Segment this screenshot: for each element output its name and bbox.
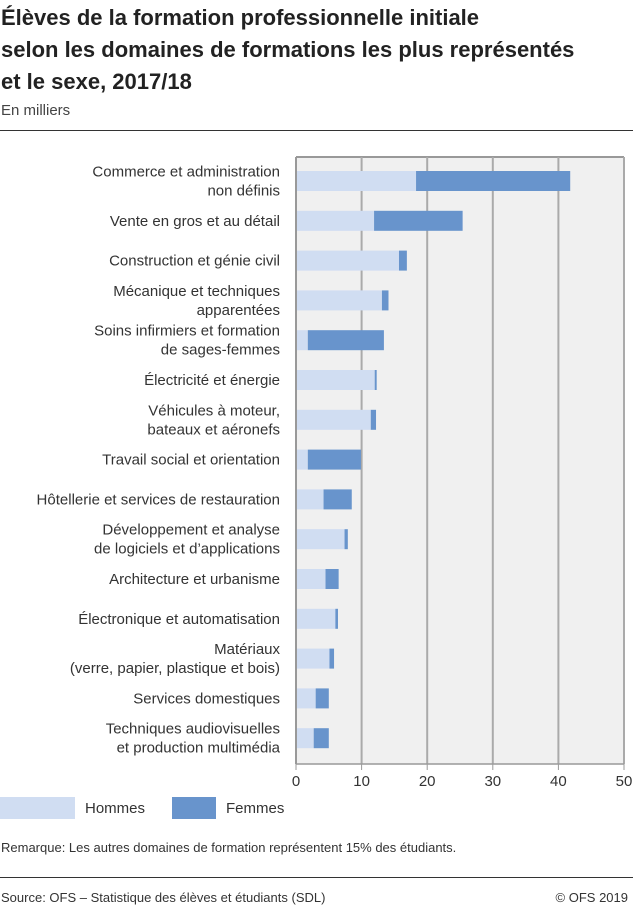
bar-hommes (296, 409, 371, 430)
top-divider (0, 130, 633, 131)
category-label: Hôtellerie et services de restauration (37, 491, 280, 508)
category-label: Techniques audiovisuelles (106, 721, 280, 738)
bar-hommes (296, 688, 316, 709)
legend-femmes: Femmes (172, 797, 284, 819)
legend-swatch-femmes (172, 797, 216, 819)
bar-femmes (370, 409, 377, 430)
copyright: © OFS 2019 (555, 890, 628, 905)
category-label: apparentées (197, 302, 280, 319)
bar-femmes (307, 330, 384, 351)
category-label: Matériaux (214, 641, 280, 658)
bar-femmes (374, 210, 463, 231)
bottom-divider (0, 877, 633, 878)
bar-femmes (323, 489, 352, 510)
bar-hommes (296, 529, 345, 550)
category-label: Travail social et orientation (102, 452, 280, 469)
bar-femmes (315, 688, 329, 709)
category-label: Architecture et urbanisme (109, 571, 280, 588)
bar-chart: 0 10 20 30 40 50 Commerce et administration non… (37, 156, 633, 790)
bar-hommes (296, 171, 417, 191)
category-label: Électricité et énergie (144, 372, 280, 389)
category-label: Vente en gros et au détail (110, 213, 280, 230)
category-label: non définis (207, 183, 280, 200)
bar-hommes (296, 290, 382, 311)
chart-subtitle: En milliers (1, 102, 71, 119)
category-label: de sages-femmes (161, 342, 280, 359)
bar-hommes (296, 250, 399, 271)
category-label: Véhicules à moteur, (148, 402, 280, 419)
bar-hommes (296, 449, 308, 470)
legend-label: Hommes (85, 799, 146, 817)
category-label: bateaux et aéronefs (147, 421, 280, 438)
bar-hommes (296, 489, 324, 510)
bar-hommes (296, 330, 308, 351)
bar-hommes (296, 210, 375, 231)
category-label: Mécanique et techniques (113, 283, 280, 300)
category-label: Commerce et administration (92, 164, 280, 181)
bar-hommes (296, 648, 330, 669)
bar-hommes (296, 728, 314, 749)
x-tick-label: 10 (353, 773, 370, 790)
bar-femmes (416, 171, 571, 191)
bar-hommes (296, 608, 336, 629)
legend-label: Femmes (226, 799, 285, 817)
chart-title: Élèves de la formation professionnelle i… (1, 2, 633, 98)
bar-femmes (335, 608, 338, 629)
category-label: et production multimédia (117, 740, 281, 757)
bar-femmes (344, 529, 348, 550)
category-label: Électronique et automatisation (78, 611, 280, 628)
category-label: de logiciels et d’applications (94, 541, 280, 558)
category-label: Construction et génie civil (109, 253, 280, 270)
category-label: Développement et analyse (102, 522, 280, 539)
category-label: Services domestiques (133, 690, 280, 707)
bar-femmes (307, 449, 361, 470)
bar-femmes (325, 569, 339, 589)
title-line: Élèves de la formation professionnelle i… (1, 5, 480, 30)
title-line: selon les domaines de formations les plu… (1, 37, 575, 62)
source: Source: OFS – Statistique des élèves et … (1, 890, 326, 905)
x-tick-label: 0 (292, 773, 300, 790)
bar-femmes (329, 648, 335, 669)
x-tick-label: 30 (484, 773, 501, 790)
category-label: Soins infirmiers et formation (94, 323, 280, 340)
x-tick-label: 40 (550, 773, 567, 790)
legend-hommes: Hommes (0, 797, 145, 819)
bar-femmes (313, 728, 329, 749)
bar-hommes (296, 370, 375, 390)
bar-femmes (398, 250, 407, 271)
bar-femmes (374, 370, 377, 390)
title-line: et le sexe, 2017/18 (1, 69, 192, 94)
x-tick-label: 50 (616, 773, 633, 790)
bar-femmes (381, 290, 389, 311)
legend-swatch-hommes (0, 797, 75, 819)
x-tick-label: 20 (419, 773, 436, 790)
bar-hommes (296, 569, 326, 589)
category-label: (verre, papier, plastique et bois) (70, 660, 280, 677)
remark: Remarque: Les autres domaines de formati… (1, 840, 457, 855)
